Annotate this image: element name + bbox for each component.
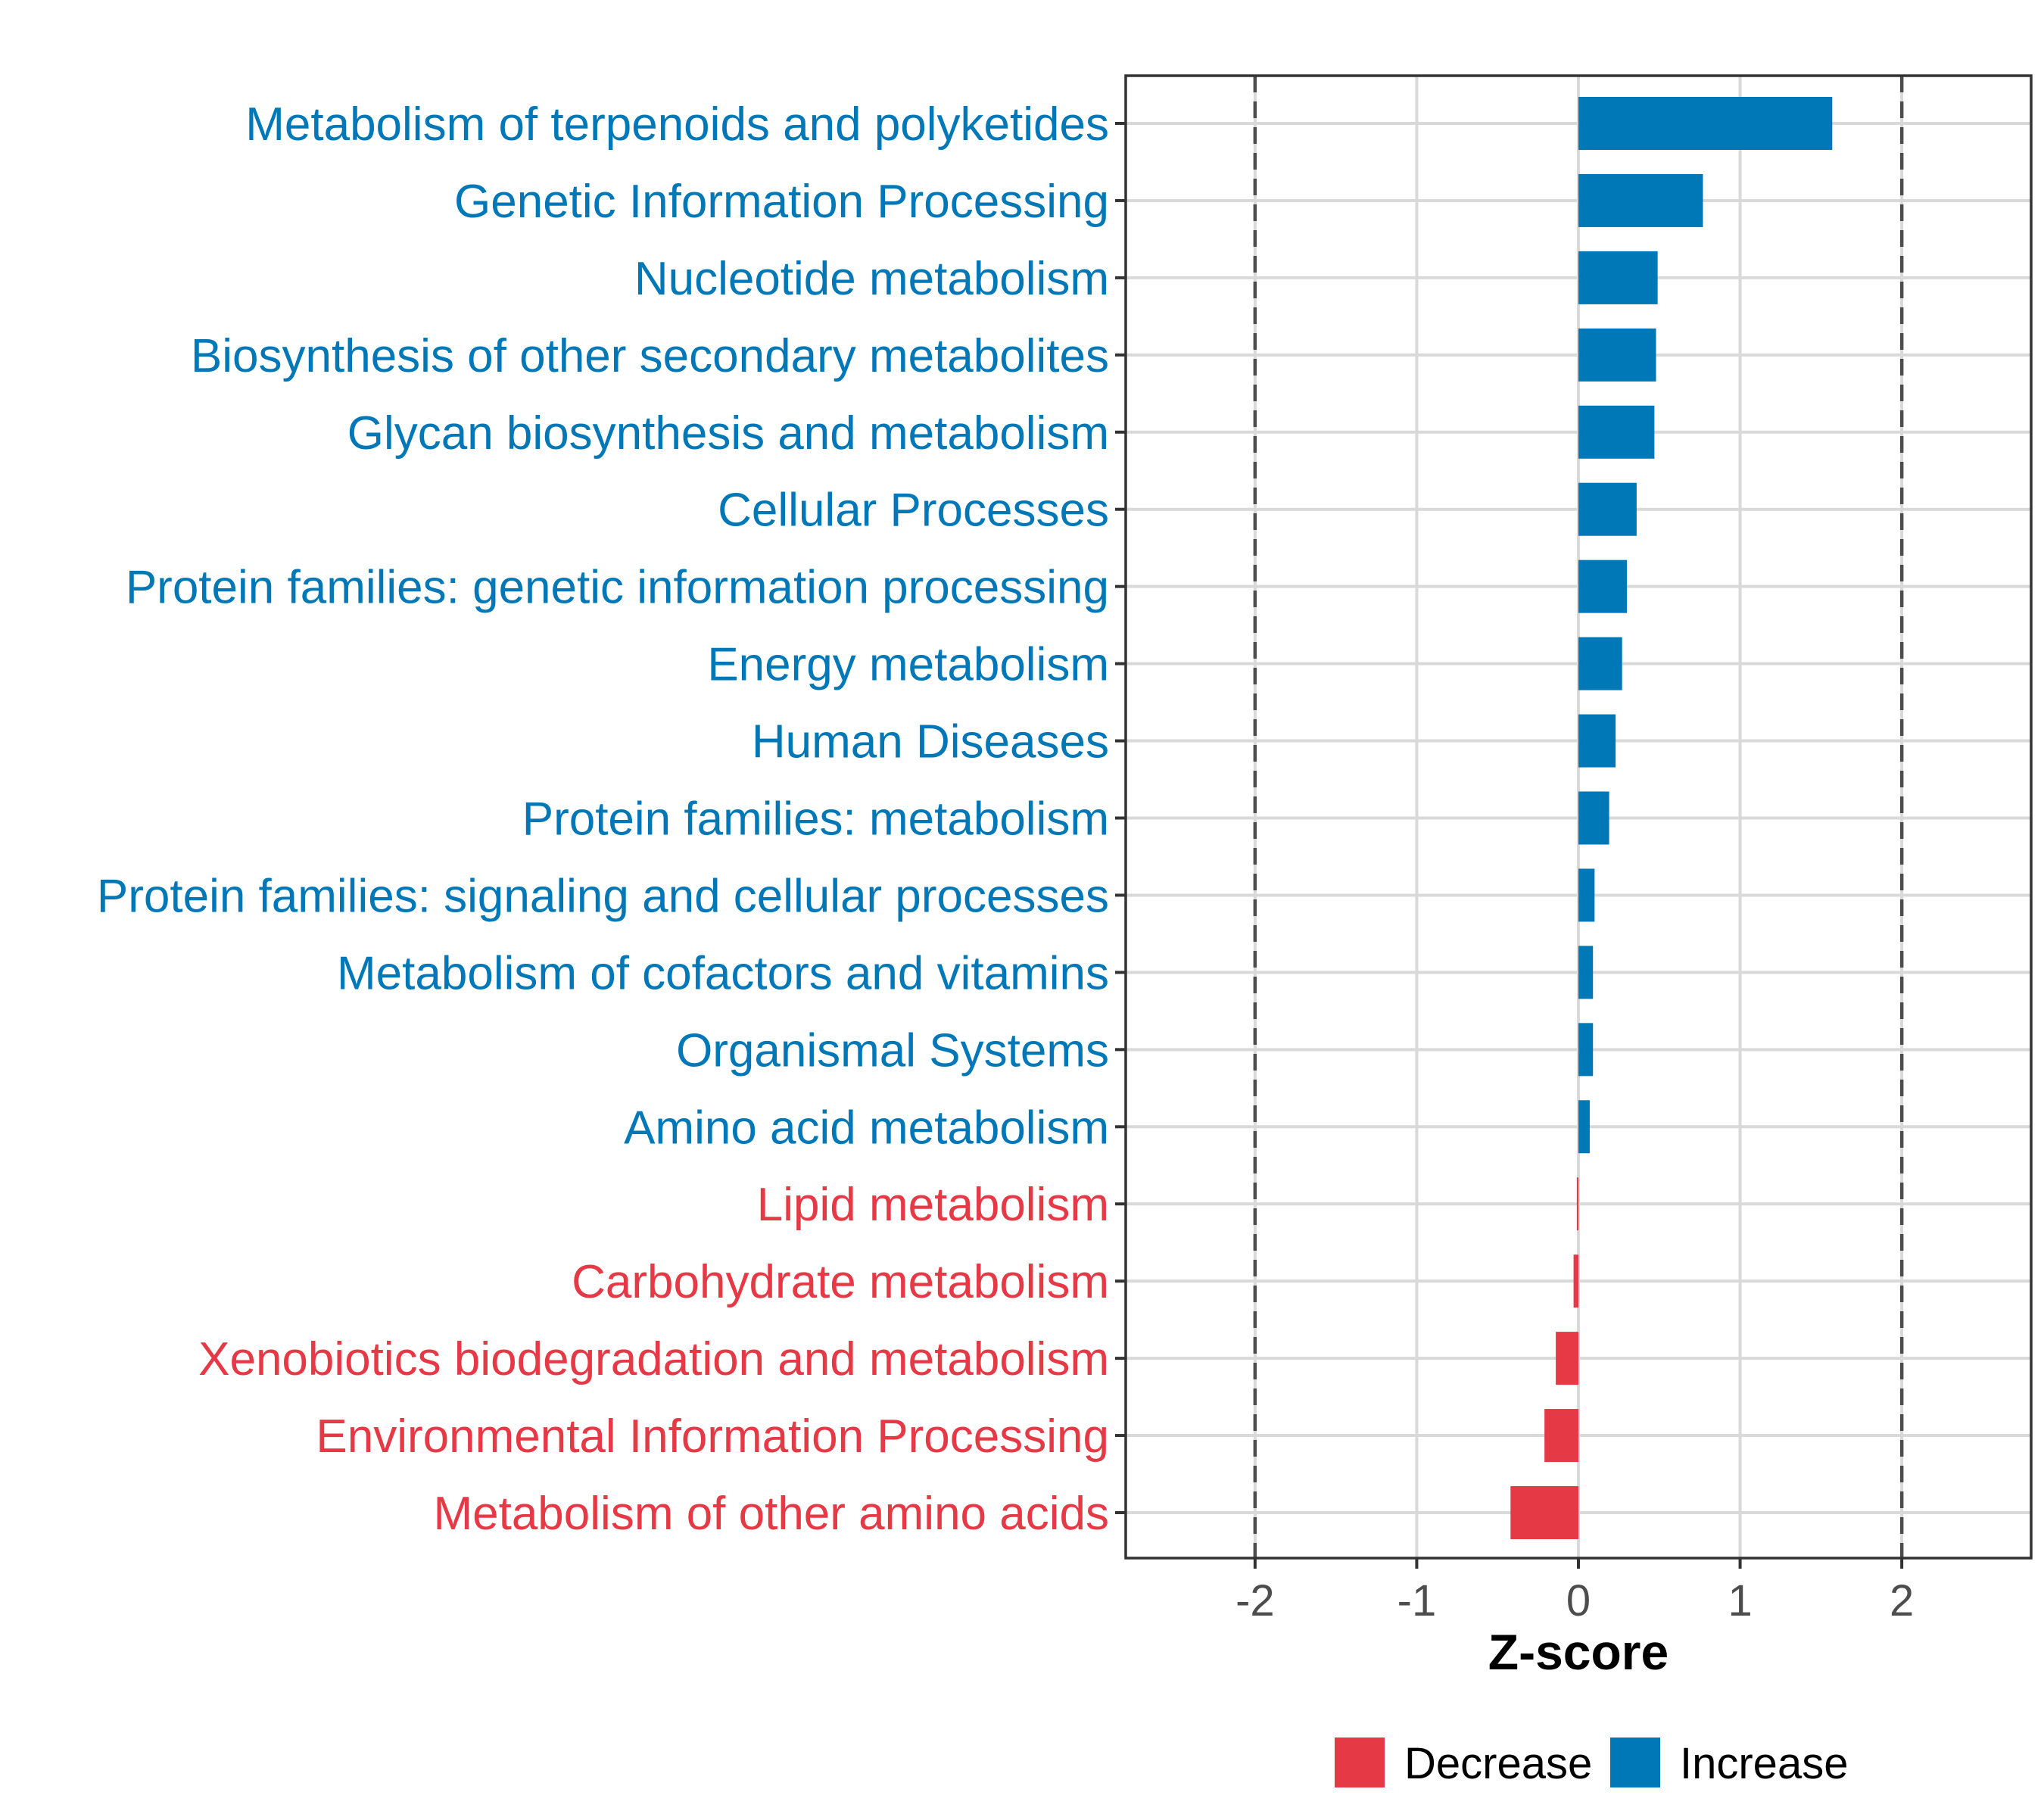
legend-key-increase <box>1610 1738 1660 1787</box>
bar <box>1544 1409 1578 1463</box>
bar <box>1578 405 1655 459</box>
bar <box>1578 482 1637 536</box>
category-label: Organismal Systems <box>676 1024 1109 1077</box>
x-tick-label: -2 <box>1235 1576 1275 1625</box>
x-tick-label: 1 <box>1728 1576 1752 1625</box>
bar <box>1573 1254 1578 1308</box>
x-axis-title: Z-score <box>1488 1624 1669 1680</box>
legend-key-decrease <box>1335 1738 1385 1787</box>
category-label: Lipid metabolism <box>757 1179 1109 1231</box>
category-label: Glycan biosynthesis and metabolism <box>347 407 1109 460</box>
category-label: Metabolism of cofactors and vitamins <box>337 947 1109 999</box>
legend-label-increase: Increase <box>1680 1739 1848 1788</box>
bar <box>1578 559 1628 613</box>
category-label: Genetic Information Processing <box>454 176 1109 228</box>
category-label: Protein families: metabolism <box>522 793 1109 846</box>
category-label: Protein families: genetic information pr… <box>126 562 1109 614</box>
category-label: Energy metabolism <box>707 639 1109 691</box>
bar <box>1578 868 1595 922</box>
bars <box>1510 97 1833 1539</box>
bar <box>1578 791 1609 845</box>
bar <box>1578 946 1594 999</box>
y-axis-ticks <box>1115 122 1126 1514</box>
bar <box>1578 1023 1594 1077</box>
x-tick-label: -1 <box>1397 1576 1437 1625</box>
legend-label-decrease: Decrease <box>1404 1739 1592 1788</box>
bar <box>1578 637 1622 690</box>
y-axis-category-labels: Metabolism of terpenoids and polyketides… <box>97 98 1109 1540</box>
bar <box>1578 328 1656 382</box>
category-label: Amino acid metabolism <box>624 1102 1109 1154</box>
category-label: Biosynthesis of other secondary metaboli… <box>191 330 1109 382</box>
category-label: Human Diseases <box>752 716 1109 768</box>
x-axis-ticks: -2 -1 0 1 2 <box>1235 1558 1914 1625</box>
category-label: Carbohydrate metabolism <box>572 1256 1109 1308</box>
category-label: Environmental Information Processing <box>316 1410 1109 1463</box>
bar <box>1578 1100 1590 1154</box>
bar <box>1578 251 1658 304</box>
category-label: Metabolism of other amino acids <box>433 1488 1109 1540</box>
category-label: Metabolism of terpenoids and polyketides <box>245 98 1109 151</box>
bar <box>1556 1332 1578 1385</box>
bar <box>1578 97 1833 150</box>
category-label: Protein families: signaling and cellular… <box>97 870 1109 922</box>
bar <box>1510 1486 1578 1539</box>
x-tick-label: 2 <box>1890 1576 1914 1625</box>
legend: Decrease Increase <box>1335 1738 1848 1788</box>
bar <box>1578 173 1703 227</box>
category-label: Cellular Processes <box>718 485 1109 537</box>
reference-lines <box>1253 76 1904 1558</box>
category-label: Xenobiotics biodegradation and metabolis… <box>198 1333 1109 1385</box>
x-tick-label: 0 <box>1566 1576 1591 1625</box>
category-label: Nucleotide metabolism <box>634 253 1109 305</box>
bar <box>1578 714 1616 768</box>
bar <box>1576 1177 1578 1231</box>
